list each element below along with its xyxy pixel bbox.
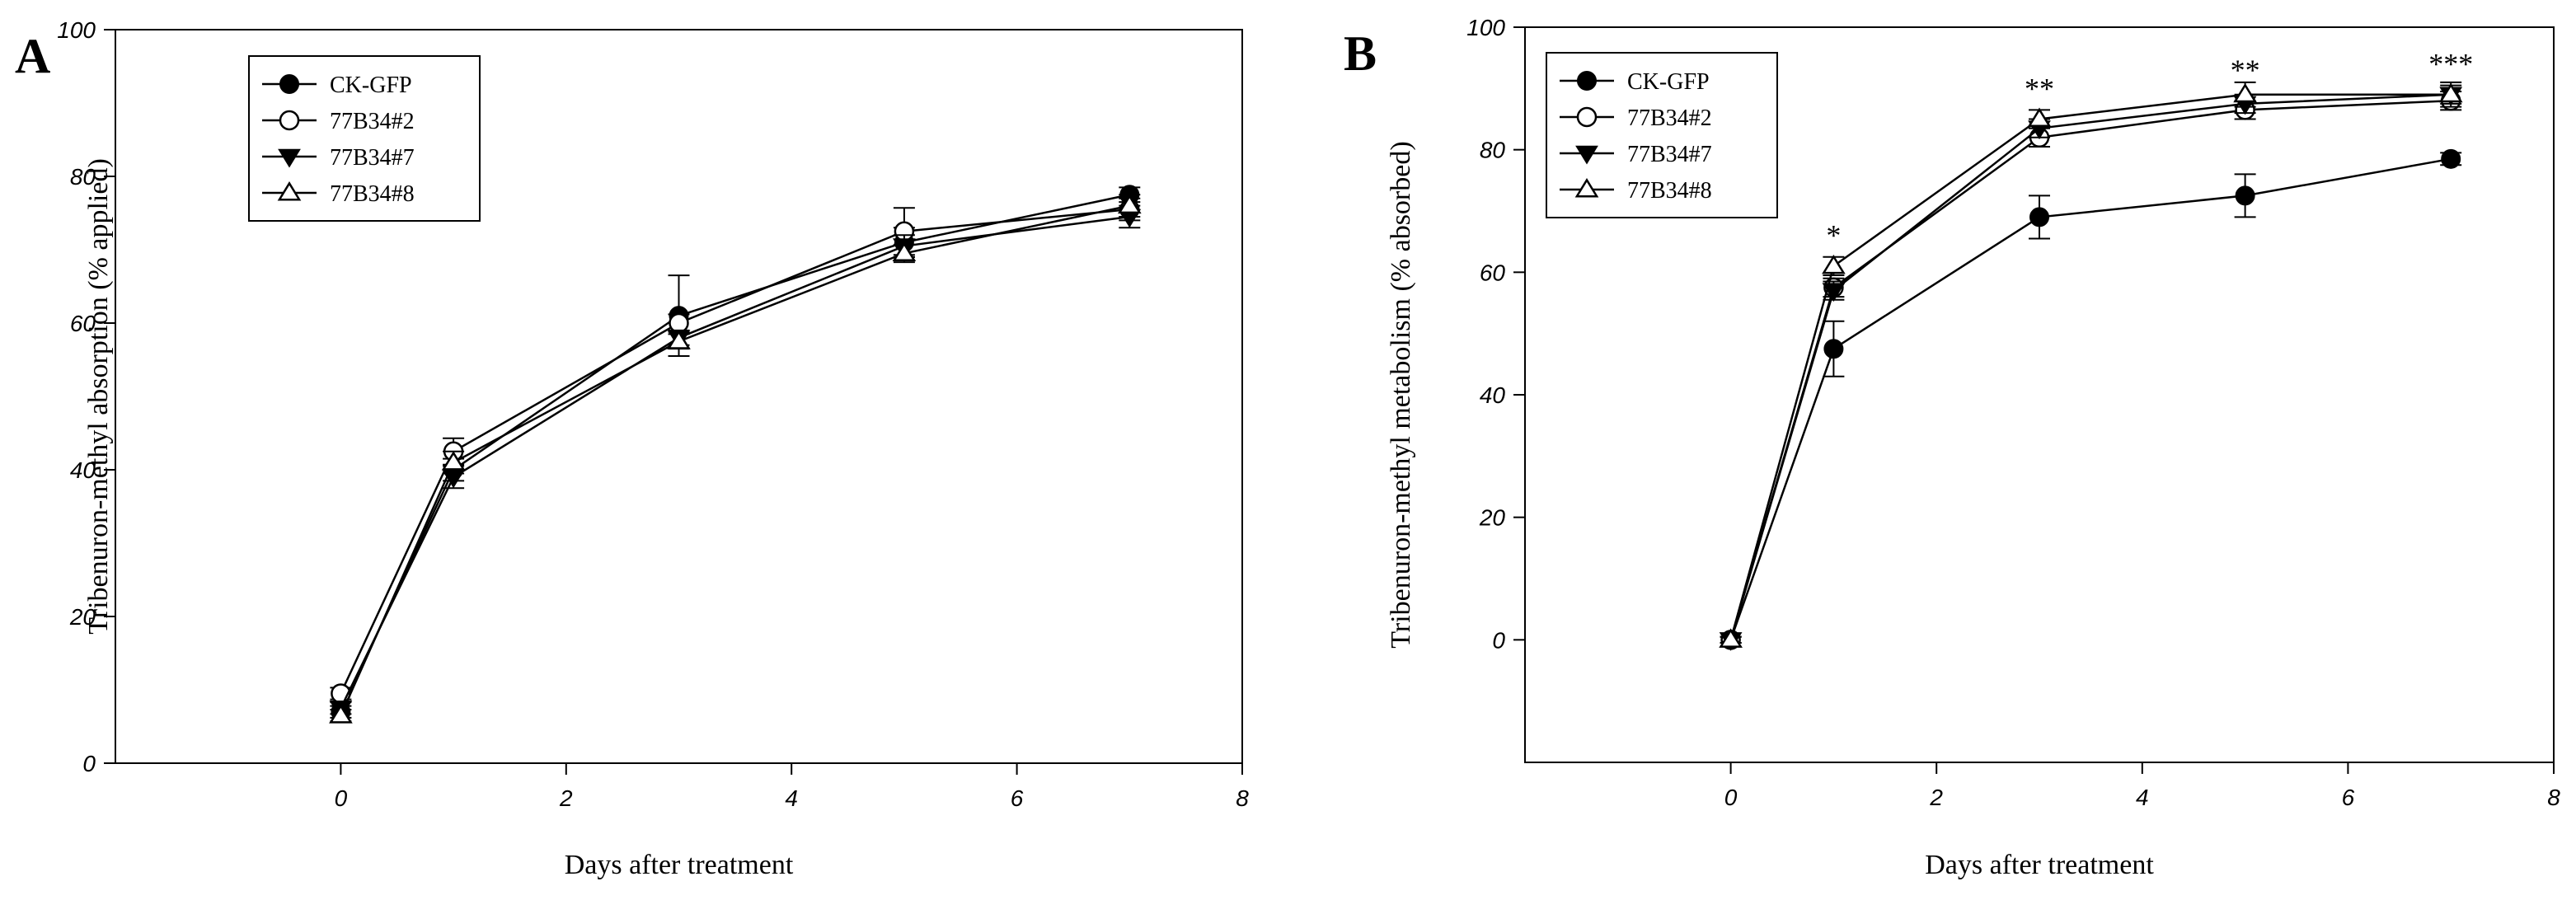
data-point xyxy=(2438,82,2463,103)
y-tick-label: 100 xyxy=(57,17,96,43)
x-tick-label: 6 xyxy=(2342,785,2355,810)
series-77b34-8 xyxy=(1719,81,2463,648)
data-point xyxy=(1719,628,1743,648)
data-point xyxy=(669,312,689,334)
y-tick-label: 20 xyxy=(1479,505,1506,531)
y-tick-label: 60 xyxy=(70,311,96,336)
legend-label: 77B34#8 xyxy=(330,181,415,207)
legend-marker xyxy=(1577,71,1597,91)
series-77b34-2 xyxy=(1720,90,2462,650)
data-point xyxy=(892,241,917,261)
significance-label: ** xyxy=(2231,54,2260,87)
x-tick-label: 8 xyxy=(2547,785,2560,810)
data-point xyxy=(2029,207,2049,227)
y-tick-label: 0 xyxy=(1492,627,1505,653)
legend-marker xyxy=(277,181,302,201)
legend-label: 77B34#2 xyxy=(1627,105,1712,131)
x-tick-label: 0 xyxy=(335,785,348,811)
data-point xyxy=(1117,194,1142,214)
legend-item: CK-GFP xyxy=(262,73,412,98)
significance-label: *** xyxy=(2428,48,2473,81)
legend-label: 77B34#7 xyxy=(1627,142,1712,167)
legend-marker xyxy=(1576,106,1598,128)
data-point xyxy=(441,451,466,471)
significance-label: ** xyxy=(2025,72,2054,105)
series-line xyxy=(1729,93,2452,640)
series-line xyxy=(1729,93,2452,640)
y-tick-label: 40 xyxy=(1480,382,1506,408)
legend-label: 77B34#7 xyxy=(330,145,415,171)
y-tick-label: 80 xyxy=(1480,138,1506,163)
panel-letter: B xyxy=(1344,26,1377,81)
legend-marker xyxy=(279,74,299,94)
y-tick-label: 0 xyxy=(82,751,96,776)
y-tick-label: 20 xyxy=(69,604,96,630)
plot-frame xyxy=(115,29,1243,764)
series-77b34-7 xyxy=(1719,84,2463,651)
legend-item: 77B34#7 xyxy=(1560,142,1712,167)
x-tick-label: 2 xyxy=(1929,785,1943,810)
legend-label: CK-GFP xyxy=(330,73,412,98)
x-tick-label: 0 xyxy=(1724,785,1738,810)
legend-item: 77B34#8 xyxy=(262,181,415,207)
data-point xyxy=(2235,185,2255,206)
legend-label: CK-GFP xyxy=(1627,69,1710,95)
x-axis-label: Days after treatment xyxy=(1925,850,2154,880)
x-axis-label: Days after treatment xyxy=(565,850,794,880)
legend-item: 77B34#7 xyxy=(262,145,415,171)
data-point xyxy=(2233,82,2257,103)
y-axis-label: Tribenuron-methyl metabolism (% absorbed… xyxy=(1386,141,1416,648)
y-tick-label: 100 xyxy=(1466,15,1505,40)
panel-letter: A xyxy=(15,29,50,83)
series-77b34-8 xyxy=(329,194,1142,724)
x-tick-label: 4 xyxy=(785,785,798,811)
legend-marker xyxy=(279,110,300,131)
x-tick-label: 6 xyxy=(1011,785,1024,811)
legend-label: 77B34#8 xyxy=(1627,178,1712,204)
x-tick-label: 2 xyxy=(559,785,573,811)
data-point xyxy=(2027,107,2052,127)
data-point xyxy=(667,330,691,349)
data-point xyxy=(1823,339,1844,359)
series-line xyxy=(1729,99,2452,640)
data-point xyxy=(1822,254,1846,274)
legend-item: CK-GFP xyxy=(1560,69,1710,95)
legend-marker xyxy=(278,148,301,168)
series-77b34-2 xyxy=(330,197,1141,704)
y-axis-label: Tribenuron-methyl absorption (% applied) xyxy=(83,158,114,635)
y-tick-label: 80 xyxy=(70,164,96,190)
legend-item: 77B34#2 xyxy=(1560,105,1712,131)
significance-label: * xyxy=(1826,219,1841,252)
legend-label: 77B34#2 xyxy=(330,109,415,134)
data-point xyxy=(2441,148,2461,169)
legend-item: 77B34#8 xyxy=(1560,178,1712,204)
legend-marker xyxy=(1574,178,1599,198)
y-tick-label: 40 xyxy=(70,457,96,483)
legend-marker xyxy=(1575,145,1598,165)
data-point xyxy=(329,704,353,724)
x-tick-label: 4 xyxy=(2136,785,2149,810)
x-tick-label: 8 xyxy=(1236,785,1249,811)
legend-item: 77B34#2 xyxy=(262,109,415,134)
y-tick-label: 60 xyxy=(1480,260,1506,285)
